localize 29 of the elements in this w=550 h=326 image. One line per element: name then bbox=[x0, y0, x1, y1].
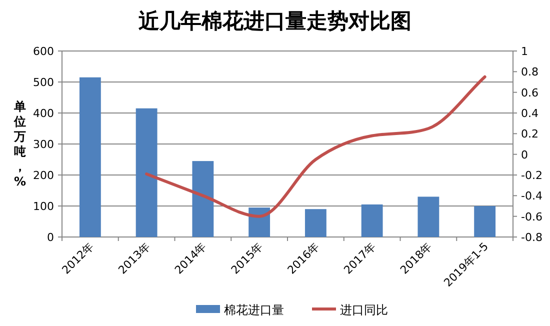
y-tick-label: 100 bbox=[33, 200, 54, 213]
bar bbox=[361, 204, 383, 237]
y2-tick-label: -0.4 bbox=[521, 190, 542, 203]
y2-tick-label: -0.2 bbox=[521, 169, 542, 182]
y2-tick-label: 0.4 bbox=[521, 107, 538, 120]
bar bbox=[136, 108, 158, 237]
legend-label: 棉花进口量 bbox=[224, 303, 284, 317]
bar bbox=[304, 209, 326, 237]
bar bbox=[192, 161, 214, 237]
line-series bbox=[145, 75, 486, 218]
legend-label: 进口同比 bbox=[340, 303, 388, 317]
y-tick-label: 500 bbox=[33, 76, 54, 89]
chart-title: 近几年棉花进口量走势对比图 bbox=[138, 8, 412, 33]
y2-tick-label: 1 bbox=[521, 45, 528, 58]
y-tick-label: 300 bbox=[33, 138, 54, 151]
y2-tick-label: 0 bbox=[521, 148, 528, 162]
bar bbox=[474, 206, 496, 237]
y2-tick-label: -0.8 bbox=[521, 231, 542, 244]
y2-tick-label: 0.8 bbox=[521, 66, 538, 79]
y-tick-label: 0 bbox=[47, 231, 54, 244]
y-tick-label: 200 bbox=[33, 169, 54, 182]
y2-tick-label: -0.6 bbox=[521, 210, 542, 224]
y-tick-label: 600 bbox=[33, 45, 54, 58]
y-axis-title: 单位万吨，% bbox=[13, 100, 26, 188]
bar bbox=[418, 196, 440, 237]
bar bbox=[79, 77, 101, 237]
y2-tick-label: 0.6 bbox=[521, 86, 538, 100]
y2-tick-label: 0.2 bbox=[521, 128, 538, 141]
y-tick-label: 400 bbox=[33, 107, 54, 120]
